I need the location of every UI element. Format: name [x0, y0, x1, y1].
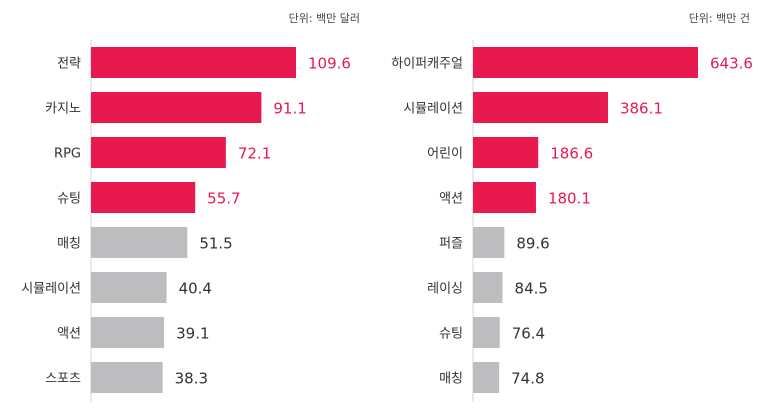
left-chart-value-label: 55.7 [207, 190, 240, 208]
right-chart-value-label: 76.4 [512, 325, 545, 343]
left-chart-bar [91, 47, 296, 78]
left-chart-bar [91, 92, 261, 123]
right-chart-bar [473, 92, 608, 123]
left-chart-value-label: 38.3 [175, 370, 208, 388]
right-chart-value-label: 180.1 [548, 190, 591, 208]
right-chart-value-label: 186.6 [550, 145, 593, 163]
right-chart-category-label: 어린이 [427, 147, 463, 162]
right-chart-bar [473, 47, 698, 78]
left-chart-category-label: 액션 [57, 327, 81, 342]
right-chart-category-label: 레이싱 [427, 282, 463, 297]
right-chart-bar [473, 182, 536, 213]
right-chart-category-label: 하이퍼캐주얼 [391, 57, 463, 72]
right-chart-bar [473, 362, 499, 393]
right-chart-category-label: 액션 [439, 192, 463, 207]
left-chart-category-label: 스포츠 [45, 372, 81, 387]
left-chart-bar [91, 362, 163, 393]
left-chart-category-label: 슈팅 [57, 192, 81, 207]
left-chart-value-label: 109.6 [308, 55, 351, 73]
left-chart-bar [91, 137, 226, 168]
left-chart-category-label: RPG [54, 147, 81, 162]
right-chart-value-label: 643.6 [710, 55, 753, 73]
left-chart-value-label: 39.1 [176, 325, 209, 343]
right-chart-bar [473, 227, 504, 258]
left-chart-bar [91, 227, 187, 258]
left-chart-value-label: 40.4 [179, 280, 212, 298]
right-chart-bar [473, 137, 538, 168]
right-chart-bar [473, 317, 500, 348]
left-chart-unit-label: 단위: 백만 달러 [289, 12, 360, 25]
left-chart-category-label: 시뮬레이션 [21, 282, 81, 297]
right-chart-value-label: 89.6 [516, 235, 549, 253]
right-chart-bar [473, 272, 503, 303]
left-chart-bar [91, 317, 164, 348]
left-chart-value-label: 51.5 [199, 235, 232, 253]
right-chart-value-label: 74.8 [511, 370, 544, 388]
left-chart-value-label: 72.1 [238, 145, 271, 163]
right-chart: 하이퍼캐주얼 643.6 시뮬레이션 386.1 어린이 186.6 액션 180.1 퍼즐 89… [391, 40, 753, 402]
left-chart-category-label: 카지노 [45, 102, 81, 117]
right-chart-unit-label: 단위: 백만 건 [689, 12, 750, 25]
left-chart-category-label: 매칭 [57, 237, 81, 252]
right-chart-category-label: 퍼즐 [439, 237, 463, 252]
right-chart-value-label: 84.5 [515, 280, 548, 298]
left-chart: 전략 109.6 카지노 91.1 RPG 72.1 슈팅 55.7 매칭 51.5 시뮬레이션 40… [21, 40, 351, 402]
right-chart-category-label: 시뮬레이션 [403, 102, 463, 117]
right-chart-category-label: 매칭 [439, 372, 463, 387]
left-chart-bar [91, 272, 167, 303]
right-chart-value-label: 386.1 [620, 100, 663, 118]
right-chart-category-label: 슈팅 [439, 327, 463, 342]
left-chart-bar [91, 182, 195, 213]
left-chart-value-label: 91.1 [273, 100, 306, 118]
left-chart-category-label: 전략 [57, 57, 81, 72]
